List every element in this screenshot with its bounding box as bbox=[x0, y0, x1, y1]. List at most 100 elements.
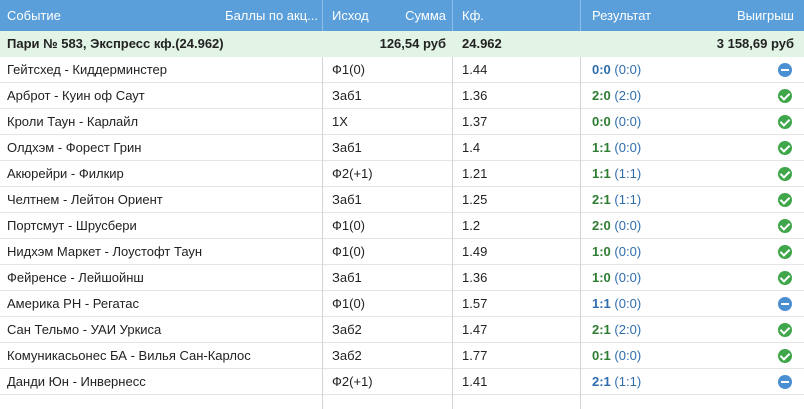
table-row[interactable]: Данди Юн - Инвернесс Ф2(+1) 1.41 2:1 (1:1) bbox=[0, 369, 804, 395]
event-score: 1:1 bbox=[592, 140, 611, 155]
header-coef[interactable]: Кф. bbox=[462, 8, 484, 23]
event-outcome: 1X bbox=[332, 114, 348, 129]
event-name: Комуникасьонес БА - Вилья Сан-Карлос bbox=[7, 348, 251, 363]
event-coef: 1.44 bbox=[462, 62, 488, 77]
table-row[interactable]: Кроли Таун - Карлайл 1X 1.37 0:0 (0:0) bbox=[0, 109, 804, 135]
event-result: 2:0 (0:0) bbox=[592, 213, 641, 239]
check-icon bbox=[778, 167, 792, 181]
event-score: 1:0 bbox=[592, 270, 611, 285]
return-icon bbox=[778, 375, 792, 389]
event-name: Олдхэм - Форест Грин bbox=[7, 140, 142, 155]
event-name: Кроли Таун - Карлайл bbox=[7, 114, 139, 129]
header-points[interactable]: Баллы по акц... bbox=[225, 8, 318, 23]
event-score: 2:1 bbox=[592, 374, 611, 389]
header-event[interactable]: Событие bbox=[7, 8, 61, 23]
check-icon bbox=[778, 219, 792, 233]
event-name: Сан Тельмо - УАИ Уркиса bbox=[7, 322, 162, 337]
return-icon bbox=[778, 297, 792, 311]
event-coef: 1.36 bbox=[462, 88, 488, 103]
event-score: 0:0 bbox=[592, 114, 611, 129]
check-icon bbox=[778, 245, 792, 259]
table-row[interactable]: Арброт - Куин оф Саут Заб1 1.36 2:0 (2:0) bbox=[0, 83, 804, 109]
header-divider bbox=[452, 0, 453, 31]
event-coef: 1.4 bbox=[462, 140, 481, 155]
event-half-score: (2:0) bbox=[614, 88, 642, 103]
event-coef: 1.36 bbox=[462, 270, 488, 285]
event-half-score: (0:0) bbox=[614, 62, 642, 77]
event-half-score: (1:1) bbox=[614, 374, 642, 389]
event-result: 0:0 (0:0) bbox=[592, 109, 641, 135]
event-name: Нидхэм Маркет - Лоустофт Таун bbox=[7, 244, 203, 259]
header-winnings[interactable]: Выигрыш bbox=[736, 8, 794, 23]
header-outcome[interactable]: Исход bbox=[332, 8, 369, 23]
event-score: 0:0 bbox=[592, 62, 611, 77]
event-half-score: (0:0) bbox=[614, 244, 642, 259]
event-coef: 1.41 bbox=[462, 374, 488, 389]
event-result: 1:0 (0:0) bbox=[592, 265, 641, 291]
event-result: 2:1 (1:1) bbox=[592, 187, 641, 213]
bet-winnings: 3 158,69 руб bbox=[716, 36, 794, 51]
event-coef: 1.57 bbox=[462, 296, 488, 311]
header-divider bbox=[580, 0, 581, 31]
header-amount[interactable]: Сумма bbox=[405, 8, 446, 23]
event-score: 1:1 bbox=[592, 296, 611, 311]
bet-summary-row[interactable]: Пари № 583, Экспресс кф.(24.962) 126,54 … bbox=[0, 31, 804, 57]
event-outcome: Ф1(0) bbox=[332, 218, 366, 233]
table-row[interactable]: Фейренсе - Лейшойнш Заб1 1.36 1:0 (0:0) bbox=[0, 265, 804, 291]
event-result: 2:1 (1:1) bbox=[592, 369, 641, 395]
check-icon bbox=[778, 271, 792, 285]
check-icon bbox=[778, 115, 792, 129]
event-outcome: Ф1(0) bbox=[332, 62, 366, 77]
check-icon bbox=[778, 349, 792, 363]
event-name: Портсмут - Шрусбери bbox=[7, 218, 137, 233]
event-outcome: Заб2 bbox=[332, 322, 362, 337]
event-outcome: Ф2(+1) bbox=[332, 374, 373, 389]
check-icon bbox=[778, 89, 792, 103]
table-row[interactable]: Челтнем - Лейтон Ориент Заб1 1.25 2:1 (1:1) bbox=[0, 187, 804, 213]
table-header: Событие Баллы по акц... Исход Сумма Кф. … bbox=[0, 0, 804, 31]
event-outcome: Заб1 bbox=[332, 270, 362, 285]
event-result: 1:1 (0:0) bbox=[592, 135, 641, 161]
event-result: 1:1 (0:0) bbox=[592, 291, 641, 317]
event-result: 1:0 (0:0) bbox=[592, 239, 641, 265]
event-coef: 1.25 bbox=[462, 192, 488, 207]
event-name: Акюрейри - Филкир bbox=[7, 166, 124, 181]
event-half-score: (0:0) bbox=[614, 296, 642, 311]
table-row[interactable]: Сан Тельмо - УАИ Уркиса Заб2 1.47 2:1 (2:0) bbox=[0, 317, 804, 343]
event-half-score: (0:0) bbox=[614, 270, 642, 285]
event-half-score: (0:0) bbox=[614, 348, 642, 363]
event-score: 2:0 bbox=[592, 88, 611, 103]
table-row[interactable]: Олдхэм - Форест Грин Заб1 1.4 1:1 (0:0) bbox=[0, 135, 804, 161]
table-row[interactable]: Портсмут - Шрусбери Ф1(0) 1.2 2:0 (0:0) bbox=[0, 213, 804, 239]
column-divider bbox=[322, 57, 323, 409]
event-outcome: Заб1 bbox=[332, 140, 362, 155]
event-score: 1:0 bbox=[592, 244, 611, 259]
event-half-score: (1:1) bbox=[614, 166, 642, 181]
table-row[interactable]: Нидхэм Маркет - Лоустофт Таун Ф1(0) 1.49 1:… bbox=[0, 239, 804, 265]
event-name: Арброт - Куин оф Саут bbox=[7, 88, 145, 103]
table-row[interactable]: Америка РН - Регатас Ф1(0) 1.57 1:1 (0:0) bbox=[0, 291, 804, 317]
table-row[interactable]: Гейтсхед - Киддерминстер Ф1(0) 1.44 0:0 (0:… bbox=[0, 57, 804, 83]
event-result: 1:1 (1:1) bbox=[592, 161, 641, 187]
table-row[interactable]: Акюрейри - Филкир Ф2(+1) 1.21 1:1 (1:1) bbox=[0, 161, 804, 187]
event-score: 1:1 bbox=[592, 166, 611, 181]
column-divider bbox=[452, 57, 453, 409]
event-score: 2:1 bbox=[592, 192, 611, 207]
table-row[interactable]: Комуникасьонес БА - Вилья Сан-Карлос Заб2… bbox=[0, 343, 804, 369]
event-name: Америка РН - Регатас bbox=[7, 296, 140, 311]
event-result: 2:0 (2:0) bbox=[592, 83, 641, 109]
event-score: 2:0 bbox=[592, 218, 611, 233]
event-coef: 1.21 bbox=[462, 166, 488, 181]
event-coef: 1.77 bbox=[462, 348, 488, 363]
event-half-score: (1:1) bbox=[614, 192, 642, 207]
event-name: Гейтсхед - Киддерминстер bbox=[7, 62, 168, 77]
return-icon bbox=[778, 63, 792, 77]
column-divider bbox=[580, 57, 581, 409]
event-result: 0:0 (0:0) bbox=[592, 57, 641, 83]
event-half-score: (0:0) bbox=[614, 114, 642, 129]
header-result[interactable]: Результат bbox=[592, 8, 652, 23]
check-icon bbox=[778, 141, 792, 155]
event-coef: 1.49 bbox=[462, 244, 488, 259]
event-outcome: Ф2(+1) bbox=[332, 166, 373, 181]
